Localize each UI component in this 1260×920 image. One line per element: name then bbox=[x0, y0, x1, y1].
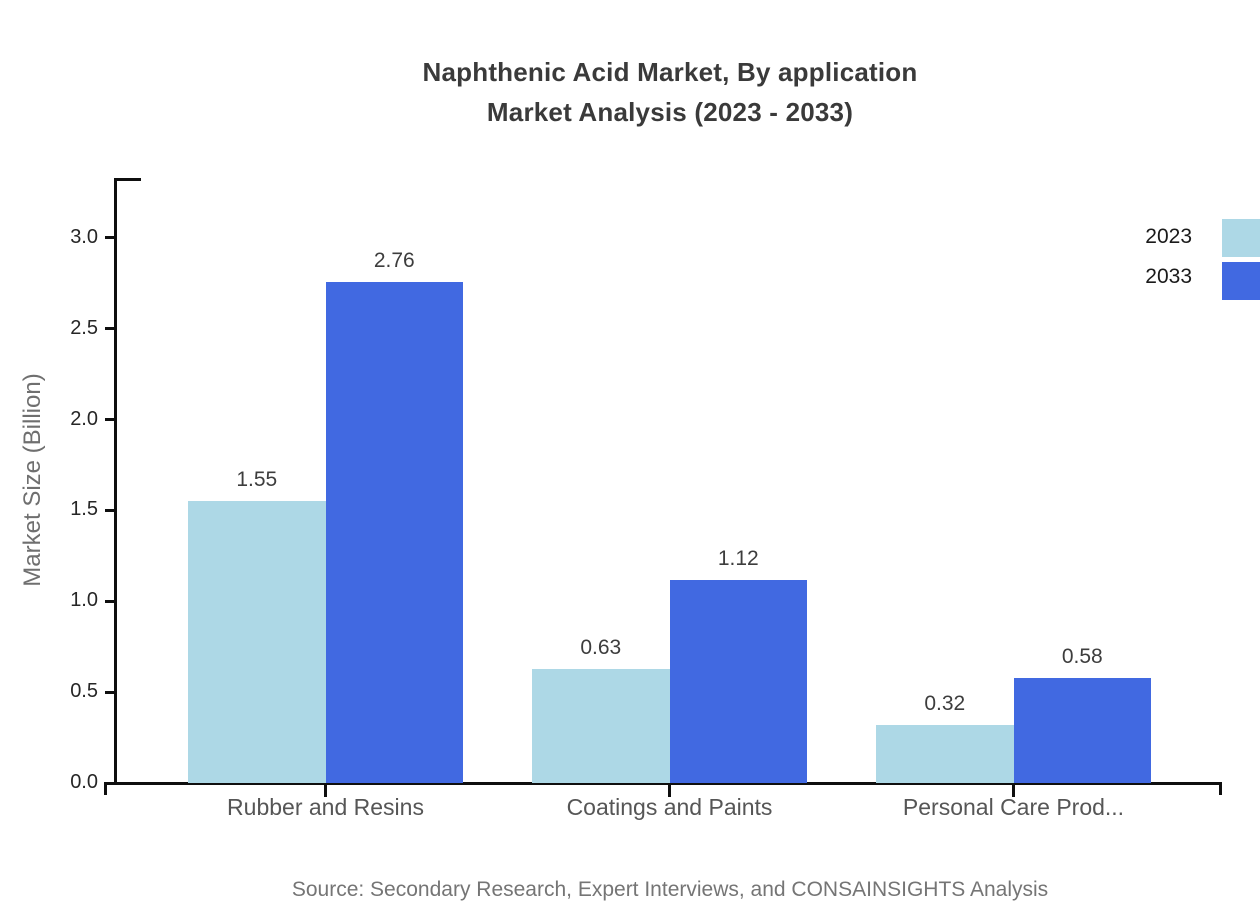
y-axis-top-cap bbox=[115, 178, 141, 181]
y-tick-mark bbox=[105, 599, 115, 603]
x-tick-mark bbox=[668, 784, 671, 797]
y-tick-label: 3.0 bbox=[70, 225, 98, 248]
y-tick-label: 2.0 bbox=[70, 407, 98, 430]
bar-value-label: 0.63 bbox=[580, 635, 622, 659]
bar-2023-2 bbox=[876, 724, 1014, 783]
y-tick-label: 1.0 bbox=[70, 589, 98, 612]
legend-swatch-2023 bbox=[1222, 219, 1260, 257]
bar-2023-0 bbox=[188, 501, 326, 783]
y-tick-mark bbox=[105, 418, 115, 422]
x-tick-mark bbox=[324, 784, 327, 797]
y-tick-label: 0.0 bbox=[70, 771, 98, 793]
bar-2033-1 bbox=[669, 579, 807, 783]
y-tick-mark bbox=[105, 327, 115, 331]
bar-value-label: 1.12 bbox=[717, 546, 759, 570]
bar-value-label: 1.55 bbox=[236, 468, 278, 492]
y-tick-mark bbox=[105, 781, 115, 785]
y-tick-mark bbox=[105, 690, 115, 694]
y-tick-mark bbox=[105, 508, 115, 512]
chart-title: Naphthenic Acid Market, By application M… bbox=[80, 52, 1260, 132]
x-axis-line bbox=[104, 781, 1222, 785]
legend-swatch-2033 bbox=[1222, 262, 1260, 300]
y-tick-label: 1.5 bbox=[70, 498, 98, 521]
bar-2033-0 bbox=[325, 281, 463, 783]
y-axis-title: Market Size (Billion) bbox=[19, 373, 46, 587]
x-tick-mark bbox=[1012, 784, 1015, 797]
category-label: Coatings and Paints bbox=[566, 794, 773, 820]
legend-label-2033: 2033 bbox=[1145, 265, 1192, 288]
legend-label-2023: 2023 bbox=[1145, 225, 1192, 248]
bar-2033-2 bbox=[1013, 677, 1151, 783]
y-tick-mark bbox=[105, 236, 115, 240]
y-tick-label: 0.5 bbox=[70, 680, 98, 703]
x-axis-left-end-tick bbox=[104, 784, 107, 795]
category-label: Personal Care Prod... bbox=[902, 794, 1125, 820]
y-axis-line bbox=[113, 178, 117, 784]
source-attribution: Source: Secondary Research, Expert Inter… bbox=[291, 878, 1049, 901]
category-label: Rubber and Resins bbox=[227, 794, 424, 820]
bar-value-label: 0.32 bbox=[924, 691, 966, 715]
bar-2023-1 bbox=[532, 668, 670, 783]
y-tick-label: 2.5 bbox=[70, 316, 98, 339]
bar-value-label: 2.76 bbox=[373, 248, 415, 272]
bar-value-label: 0.58 bbox=[1061, 644, 1103, 668]
x-axis-right-end-tick bbox=[1218, 784, 1222, 795]
chart-title-line-1: Naphthenic Acid Market, By application bbox=[422, 57, 918, 87]
chart-title-line-2: Market Analysis (2023 - 2033) bbox=[486, 97, 854, 127]
